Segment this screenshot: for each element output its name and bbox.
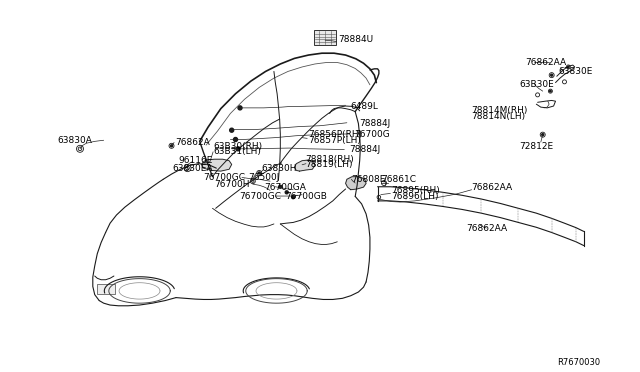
Circle shape: [238, 106, 242, 110]
Text: 76862AA: 76862AA: [466, 224, 507, 232]
Text: 78818(RH): 78818(RH): [305, 155, 354, 164]
Text: 96116E: 96116E: [179, 156, 213, 165]
Text: 63B30(RH): 63B30(RH): [213, 142, 262, 151]
Circle shape: [234, 138, 237, 141]
Circle shape: [279, 185, 282, 188]
Text: 63B31(LH): 63B31(LH): [213, 147, 261, 156]
Circle shape: [550, 90, 551, 92]
Text: 76862AA: 76862AA: [525, 58, 566, 67]
Polygon shape: [202, 159, 232, 171]
Text: 63830A: 63830A: [58, 136, 92, 145]
Circle shape: [170, 145, 173, 147]
Text: 63830EA: 63830EA: [173, 164, 213, 173]
Text: 78884J: 78884J: [349, 145, 380, 154]
Text: 76700GB: 76700GB: [285, 192, 327, 201]
Text: 76857P(LH): 76857P(LH): [308, 136, 362, 145]
Text: 78814N(LH): 78814N(LH): [472, 112, 526, 121]
Bar: [314, 30, 335, 45]
Text: 76808E: 76808E: [351, 175, 385, 184]
Text: 63B30E: 63B30E: [520, 80, 554, 89]
Text: 76856P(RH): 76856P(RH): [308, 130, 363, 139]
Circle shape: [550, 74, 553, 76]
Text: 76700GC: 76700GC: [239, 192, 281, 201]
Text: 76862A: 76862A: [175, 138, 209, 147]
Text: 78819(LH): 78819(LH): [305, 160, 353, 169]
Circle shape: [236, 147, 240, 151]
Text: 78884J: 78884J: [359, 119, 390, 128]
Polygon shape: [294, 160, 315, 171]
Text: 6489L: 6489L: [351, 102, 379, 110]
Text: 78884U: 78884U: [338, 35, 373, 44]
Circle shape: [285, 191, 288, 194]
Text: 76700GC: 76700GC: [204, 173, 246, 182]
Circle shape: [541, 134, 544, 136]
Text: 76895(RH): 76895(RH): [392, 186, 440, 195]
Circle shape: [568, 66, 569, 68]
Polygon shape: [346, 177, 366, 190]
Text: 63830H: 63830H: [261, 164, 296, 173]
Text: 76500J: 76500J: [248, 173, 280, 182]
Circle shape: [292, 196, 294, 199]
Text: 78814M(RH): 78814M(RH): [472, 106, 528, 115]
Text: 76862AA: 76862AA: [472, 183, 513, 192]
Circle shape: [258, 172, 260, 174]
Bar: [97, 284, 115, 294]
Text: 76700H: 76700H: [214, 180, 249, 189]
Text: R7670030: R7670030: [557, 358, 600, 367]
Circle shape: [230, 128, 234, 132]
Text: 76700G: 76700G: [354, 130, 390, 139]
Text: 72812E: 72812E: [520, 142, 554, 151]
Text: 76861C: 76861C: [381, 175, 417, 184]
Text: 76700GA: 76700GA: [264, 183, 306, 192]
Text: 63830E: 63830E: [558, 67, 593, 76]
Text: 76896(LH): 76896(LH): [392, 192, 439, 201]
